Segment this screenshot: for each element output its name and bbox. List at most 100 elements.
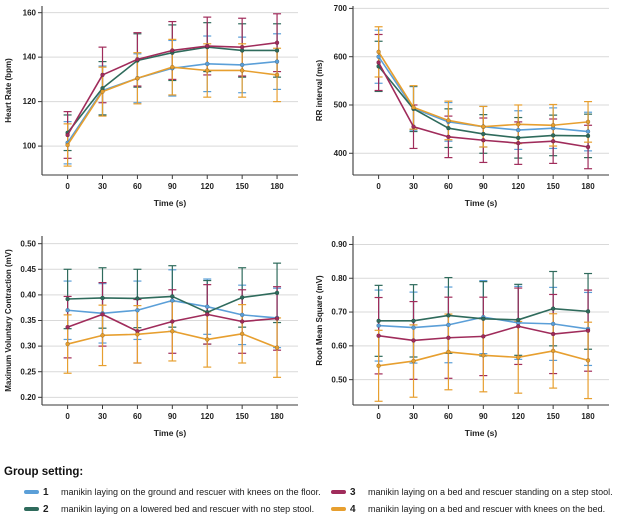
svg-text:180: 180 xyxy=(270,412,284,421)
charts-grid: 100 120 140 160 0 30 60 90 120 150 180 Time (s) Hear… xyxy=(0,0,622,460)
svg-text:160: 160 xyxy=(23,8,37,17)
group-setting-legend: Group setting: 1 manikin laying on the g… xyxy=(0,460,622,516)
series-3-line xyxy=(65,40,280,138)
series-4-line xyxy=(376,49,591,129)
svg-text:60: 60 xyxy=(444,182,453,191)
group1-color-swatch xyxy=(24,490,39,494)
svg-text:120: 120 xyxy=(512,182,526,191)
svg-text:30: 30 xyxy=(98,412,107,421)
x-axis: 0 30 60 90 120 150 180 xyxy=(65,175,284,191)
group4-label: manikin laying on a bed and rescuer with… xyxy=(368,504,606,514)
svg-text:120: 120 xyxy=(201,182,215,191)
heart-rate-plot: 100 120 140 160 0 30 60 90 120 150 180 Time (s) Hear… xyxy=(4,6,298,208)
svg-text:0: 0 xyxy=(376,412,381,421)
svg-text:0: 0 xyxy=(65,412,70,421)
group2-label: manikin laying on a lowered bed and resc… xyxy=(61,504,315,514)
legend-column-right: 3 manikin laying on a bed and rescuer st… xyxy=(331,485,622,516)
rr-interval-chart: 400 500 600 700 0 30 60 90 120 150 180 Time (s) RR i… xyxy=(311,0,622,230)
svg-text:0.35: 0.35 xyxy=(20,316,36,325)
legend-item-group2: 2 manikin laying on a lowered bed and re… xyxy=(24,502,331,516)
svg-text:0.30: 0.30 xyxy=(20,342,36,351)
x-axis-title: Time (s) xyxy=(154,428,187,438)
x-axis: 0 30 60 90 120 150 180 xyxy=(376,405,595,421)
group1-number: 1 xyxy=(43,486,49,498)
svg-text:150: 150 xyxy=(235,412,249,421)
group4-color-swatch xyxy=(331,507,346,511)
svg-text:0.90: 0.90 xyxy=(331,240,347,249)
svg-text:0.50: 0.50 xyxy=(331,375,347,384)
x-axis: 0 30 60 90 120 150 180 xyxy=(65,405,284,421)
y-axis: 0.50 0.60 0.70 0.80 0.90 xyxy=(331,240,353,384)
svg-text:0.40: 0.40 xyxy=(20,290,36,299)
svg-text:0.25: 0.25 xyxy=(20,367,36,376)
gridlines xyxy=(42,12,298,147)
y-axis: 0.20 0.25 0.30 0.35 0.40 0.45 0.50 xyxy=(20,239,42,402)
x-axis-title: Time (s) xyxy=(154,198,187,208)
svg-text:0: 0 xyxy=(65,182,70,191)
svg-text:150: 150 xyxy=(546,182,560,191)
y-axis: 400 500 600 700 xyxy=(334,4,353,158)
group3-label: manikin laying on a bed and rescuer stan… xyxy=(368,487,613,497)
svg-text:90: 90 xyxy=(479,412,488,421)
x-axis-title: Time (s) xyxy=(465,198,498,208)
y-axis-title: Root Mean Square (mV) xyxy=(315,275,324,366)
svg-text:100: 100 xyxy=(23,142,37,151)
svg-text:0.70: 0.70 xyxy=(331,308,347,317)
series-4-line xyxy=(376,348,591,369)
series-4-line xyxy=(65,64,280,148)
svg-text:180: 180 xyxy=(581,182,595,191)
svg-text:60: 60 xyxy=(444,412,453,421)
svg-text:0.50: 0.50 xyxy=(20,239,36,248)
svg-text:60: 60 xyxy=(133,412,142,421)
legend-title: Group setting: xyxy=(4,466,84,478)
legend-item-group3: 3 manikin laying on a bed and rescuer st… xyxy=(331,485,622,499)
max-voluntary-contraction-plot: 0.20 0.25 0.30 0.35 0.40 0.45 0.50 0 30 60 90 120 15… xyxy=(4,236,298,438)
y-axis-title: RR interval (ms) xyxy=(315,59,324,121)
svg-text:0.60: 0.60 xyxy=(331,341,347,350)
group3-number: 3 xyxy=(350,486,356,498)
max-voluntary-contraction-chart: 0.20 0.25 0.30 0.35 0.40 0.45 0.50 0 30 60 90 120 15… xyxy=(0,230,311,460)
svg-text:600: 600 xyxy=(334,52,348,61)
x-axis-title: Time (s) xyxy=(465,428,498,438)
legend-item-group1: 1 manikin laying on the ground and rescu… xyxy=(24,485,331,499)
series-4-line xyxy=(65,329,280,350)
series-4-error-bars xyxy=(63,38,282,167)
svg-text:60: 60 xyxy=(133,182,142,191)
heart-rate-chart: 100 120 140 160 0 30 60 90 120 150 180 Time (s) Hear… xyxy=(0,0,311,230)
svg-text:30: 30 xyxy=(409,412,418,421)
group3-color-swatch xyxy=(331,490,346,494)
y-axis: 100 120 140 160 xyxy=(23,8,42,151)
series-3-line xyxy=(376,323,591,343)
svg-text:30: 30 xyxy=(98,182,107,191)
svg-text:90: 90 xyxy=(479,182,488,191)
gridlines xyxy=(353,243,609,381)
axes xyxy=(41,6,298,176)
axes xyxy=(352,236,609,406)
root-mean-square-plot: 0.50 0.60 0.70 0.80 0.90 0 30 60 90 120 150 180 Time… xyxy=(315,236,609,438)
svg-text:90: 90 xyxy=(168,182,177,191)
svg-text:400: 400 xyxy=(334,149,348,158)
series-3-line xyxy=(376,60,591,150)
svg-text:140: 140 xyxy=(23,53,37,62)
svg-text:120: 120 xyxy=(512,412,526,421)
legend-column-left: 1 manikin laying on the ground and rescu… xyxy=(24,485,331,516)
svg-text:120: 120 xyxy=(201,412,215,421)
svg-text:0.45: 0.45 xyxy=(20,265,36,274)
series-2-line xyxy=(376,306,591,324)
group2-number: 2 xyxy=(43,503,49,515)
x-axis: 0 30 60 90 120 150 180 xyxy=(376,175,595,191)
svg-text:180: 180 xyxy=(581,412,595,421)
svg-text:0.80: 0.80 xyxy=(331,274,347,283)
legend-item-group4: 4 manikin laying on a bed and rescuer wi… xyxy=(331,502,622,516)
rr-interval-plot: 400 500 600 700 0 30 60 90 120 150 180 Time (s) RR i… xyxy=(315,4,609,208)
axes xyxy=(352,6,609,176)
svg-text:180: 180 xyxy=(270,182,284,191)
svg-text:500: 500 xyxy=(334,101,348,110)
svg-text:90: 90 xyxy=(168,412,177,421)
svg-text:150: 150 xyxy=(235,182,249,191)
svg-text:30: 30 xyxy=(409,182,418,191)
root-mean-square-chart: 0.50 0.60 0.70 0.80 0.90 0 30 60 90 120 150 180 Time… xyxy=(311,230,622,460)
svg-text:120: 120 xyxy=(23,97,37,106)
y-axis-title: Maximum Voluntary Contraction (mV) xyxy=(4,249,13,392)
